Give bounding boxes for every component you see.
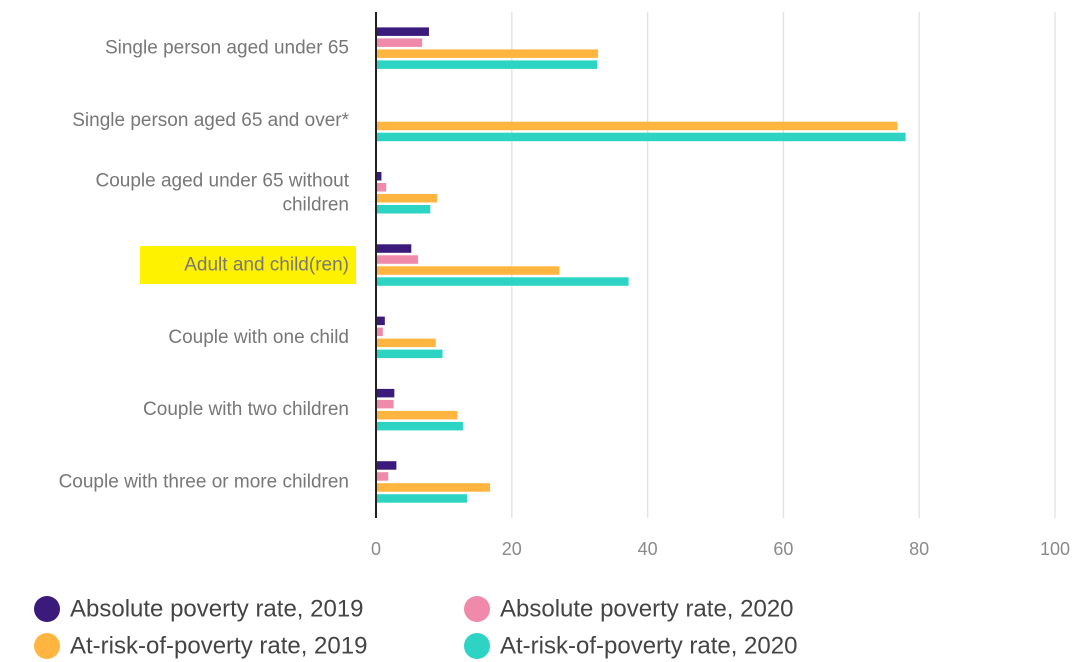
category-label: children: [282, 194, 349, 215]
bar: [376, 410, 458, 420]
bar: [376, 483, 491, 492]
x-tick-label: 0: [371, 539, 381, 559]
category-label: Adult and child(ren): [184, 255, 349, 276]
bar: [376, 338, 436, 348]
x-tick-label: 60: [773, 539, 793, 559]
category-label: Single person aged 65 and over*: [72, 110, 349, 131]
bar: [376, 49, 599, 58]
bar: [376, 421, 463, 431]
bar: [376, 27, 429, 36]
legend-swatch: [464, 633, 490, 659]
bar: [376, 38, 423, 47]
legend-swatch: [34, 596, 60, 622]
bar: [376, 172, 382, 181]
bar: [376, 266, 560, 275]
bar: [376, 244, 412, 253]
bar: [376, 349, 443, 359]
category-label: Couple with three or more children: [59, 471, 349, 492]
bar: [376, 132, 906, 142]
bar: [376, 277, 629, 286]
x-tick-label: 40: [638, 539, 658, 559]
bar: [376, 316, 385, 326]
x-tick-label: 100: [1040, 539, 1070, 559]
category-label: Single person aged under 65: [105, 38, 349, 59]
bar: [376, 60, 598, 69]
x-tick-labels: 0 20 40 60 80 100: [371, 539, 1070, 559]
x-tick-label: 20: [502, 539, 522, 559]
bar: [376, 327, 383, 337]
highlight-box: [140, 246, 356, 285]
legend-label: Absolute poverty rate, 2020: [500, 596, 794, 623]
legend-label: Absolute poverty rate, 2019: [70, 596, 364, 623]
legend-swatch: [34, 633, 60, 659]
bar: [376, 461, 397, 470]
category-label: Couple with one child: [168, 327, 349, 348]
chart-bars: [376, 27, 906, 503]
bar: [376, 494, 467, 503]
bar: [376, 388, 395, 398]
category-label: Couple aged under 65 without: [95, 170, 349, 191]
bar: [376, 399, 394, 409]
legend-swatch: [464, 596, 490, 622]
bar: [376, 205, 431, 214]
chart-gridlines: [511, 12, 1056, 518]
legend-label: At-risk-of-poverty rate, 2020: [500, 633, 797, 660]
category-highlight: [140, 246, 356, 285]
chart-legend: Absolute poverty rate, 2019 Absolute pove…: [34, 596, 797, 660]
bar: [376, 472, 389, 481]
x-tick-label: 80: [909, 539, 929, 559]
bar: [376, 183, 387, 192]
legend-label: At-risk-of-poverty rate, 2019: [70, 633, 367, 660]
bar: [376, 255, 419, 264]
category-labels: Single person aged under 65 Single person…: [59, 38, 350, 493]
category-label: Couple with two children: [143, 399, 349, 420]
bar: [376, 194, 438, 203]
bar: [376, 121, 898, 131]
